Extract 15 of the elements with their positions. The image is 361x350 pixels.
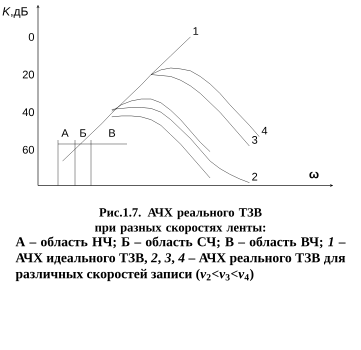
annotation: Б [80,129,86,137]
y-tick-label: 40 [22,108,34,116]
x-axis-title: ω [309,172,319,178]
series-label: 4 [262,126,268,134]
annotation: А [61,129,69,137]
text: Рис.1.7. АЧХ реального ТЗВ при разных скоростях ленты: [94,208,266,234]
annotation: В [109,129,116,137]
y-tick-label: 60 [22,146,34,154]
y-tick-label: 0 [28,33,34,41]
series-label: 1 [193,27,198,35]
y-axis-title: K,дБ [2,7,28,18]
series-label: 2 [252,172,258,180]
text: А – область НЧ; Б – область СЧ; В – область ВЧ; 1 – АЧХ идеального ТЗВ, 2, 3, 4 – АЧХ реального ТЗВ для различных скоростей записи (v$_{2}$<v$_{3}$<v$_{4}$) [16,236,346,282]
series-label: 3 [252,136,258,144]
y-tick-label: 20 [22,70,34,78]
